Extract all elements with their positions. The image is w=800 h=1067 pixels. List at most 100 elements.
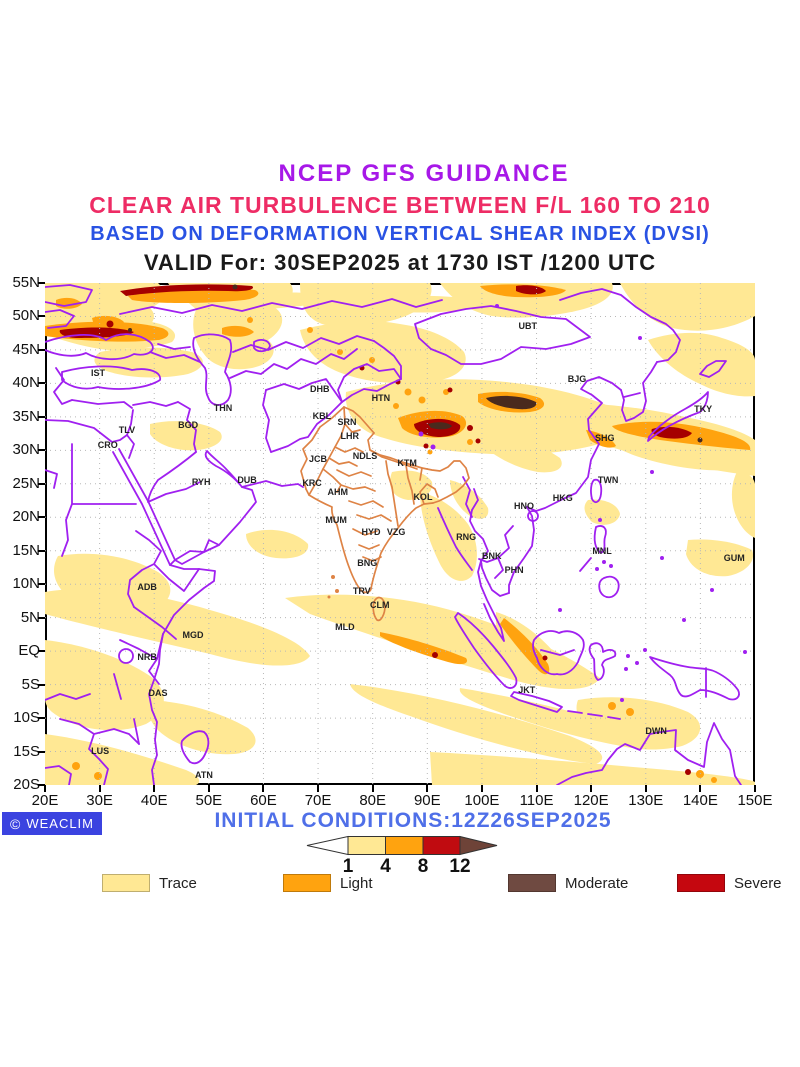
lat-axis-label: 45N: [12, 340, 40, 358]
lon-tick: [754, 785, 756, 792]
lon-axis-label: 50E: [195, 792, 223, 809]
lat-tick: [38, 750, 45, 753]
station-label: KTM: [397, 458, 417, 469]
lon-tick: [535, 785, 538, 792]
lon-axis-label: 150E: [737, 792, 773, 809]
title-method: BASED ON DEFORMATION VERTICAL SHEAR INDE…: [90, 223, 710, 245]
country-borders: [45, 284, 742, 785]
station-label: RYH: [191, 476, 211, 487]
legend-swatch: [677, 874, 725, 892]
station-label: GUM: [723, 553, 745, 564]
weaclim-logo-text: WEACLIM: [26, 816, 94, 831]
lat-tick: [38, 449, 45, 452]
legend-swatch: [508, 874, 556, 892]
title-model: NCEP GFS GUIDANCE: [278, 160, 570, 187]
legend-label: Severe: [734, 875, 782, 892]
station-label: KOL: [413, 492, 433, 503]
lon-axis-label: 80E: [359, 792, 387, 809]
station-label: NRB: [137, 652, 157, 663]
station-label: DAS: [148, 688, 168, 699]
lat-tick: [38, 650, 45, 653]
lat-axis-label: 5S: [21, 675, 40, 693]
lat-tick: [38, 784, 45, 786]
lat-tick: [38, 683, 45, 686]
lat-axis-label: 40N: [12, 374, 40, 392]
lat-axis-label: 20S: [13, 776, 40, 793]
lat-axis-label: 50N: [12, 307, 40, 325]
lon-axis-label: 60E: [250, 792, 277, 809]
station-label: IST: [90, 367, 105, 378]
turbulence-map: [45, 283, 755, 785]
station-label: TLV: [118, 425, 136, 436]
lat-axis-label: 15S: [13, 742, 40, 760]
lat-tick: [38, 482, 45, 485]
lat-axis-label: 5N: [20, 608, 40, 626]
station-label: LUS: [91, 745, 110, 756]
legend-swatch: [102, 874, 150, 892]
lat-axis-label: 35N: [12, 407, 40, 425]
station-label: HYD: [361, 526, 381, 537]
lon-tick: [480, 785, 483, 792]
lat-tick: [38, 415, 45, 418]
colorbar-value: 8: [417, 856, 429, 877]
legend-label: Light: [340, 875, 373, 892]
lat-tick: [38, 516, 45, 519]
station-label: DHB: [309, 383, 330, 394]
station-label: SHG: [595, 433, 615, 444]
station-label: BJG: [567, 373, 587, 384]
lon-axis-label: 120E: [573, 792, 609, 809]
station-label: SRN: [337, 417, 357, 428]
station-label: MNL: [592, 546, 612, 557]
lon-tick: [153, 785, 156, 792]
title-valid-time: VALID For: 30SEP2025 at 1730 IST /1200 U…: [143, 250, 657, 275]
lon-axis-label: 40E: [140, 792, 168, 809]
station-label: JCB: [309, 454, 328, 465]
legend-label: Trace: [159, 875, 197, 892]
station-label: DUB: [237, 474, 257, 485]
lon-tick: [262, 785, 265, 792]
station-label: MUM: [325, 514, 347, 525]
lat-axis-label: 30N: [12, 441, 40, 459]
station-label: PHN: [504, 565, 524, 576]
station-label: DWN: [645, 725, 667, 736]
trace-shading: [45, 283, 755, 785]
south-asia-specks: [327, 575, 339, 599]
lat-tick: [38, 348, 45, 351]
lat-axis-label: 10N: [12, 575, 40, 593]
lat-axis-label: 25N: [12, 474, 40, 492]
border-specks: [418, 304, 747, 702]
colorbar-value: 4: [380, 856, 391, 877]
station-label: JKT: [518, 684, 536, 695]
station-label: AHM: [327, 486, 348, 497]
lat-tick: [38, 717, 45, 720]
lon-tick: [98, 785, 101, 792]
station-label: HTN: [371, 393, 391, 404]
station-label: NDLS: [352, 450, 378, 461]
initial-conditions-text: INITIAL CONDITIONS:12Z26SEP2025: [214, 809, 612, 832]
station-label: MGD: [182, 630, 204, 641]
lon-axis-label: 70E: [304, 792, 332, 809]
lon-axis-label: 100E: [464, 792, 500, 809]
weaclim-logo: © WEACLIM: [2, 812, 102, 835]
lat-tick: [38, 616, 45, 619]
lat-axis-label: EQ: [18, 642, 40, 660]
station-label: LHR: [340, 431, 360, 442]
lon-tick: [44, 785, 46, 792]
station-label: ATN: [195, 769, 213, 780]
lat-tick: [38, 549, 45, 552]
legend-swatch: [283, 874, 331, 892]
lon-tick: [644, 785, 647, 792]
lon-tick: [426, 785, 429, 792]
lon-axis-label: 110E: [519, 792, 554, 809]
lat-tick: [38, 282, 45, 284]
station-label: ADB: [137, 581, 157, 592]
moderate-shading: [128, 284, 703, 443]
station-label: UBT: [518, 320, 538, 331]
station-label: THN: [213, 403, 233, 414]
station-label: VZG: [386, 526, 406, 537]
station-label: TRV: [352, 585, 371, 596]
station-label: TWN: [597, 474, 619, 485]
lat-tick: [38, 382, 45, 385]
